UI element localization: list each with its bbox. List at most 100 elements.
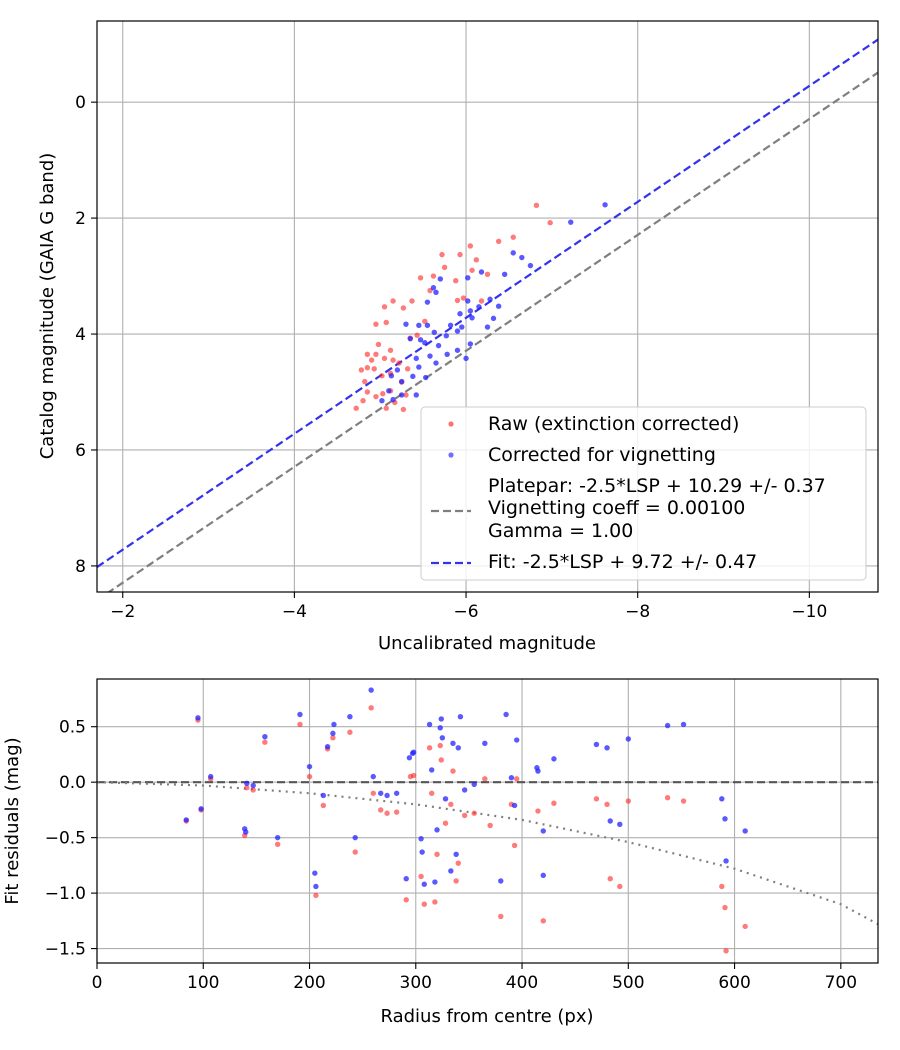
corrected-point xyxy=(262,733,268,740)
raw-point xyxy=(373,321,379,327)
corrected-point xyxy=(410,749,417,755)
corrected-point xyxy=(604,745,610,751)
corrected-point xyxy=(453,851,459,857)
y-tick-label: 2 xyxy=(75,209,86,229)
corrected-point xyxy=(410,373,416,380)
corrected-point xyxy=(437,276,443,282)
corrected-point xyxy=(617,821,623,828)
corrected-point xyxy=(540,828,546,834)
corrected-point xyxy=(450,740,456,747)
raw-point xyxy=(680,798,687,804)
raw-point xyxy=(551,800,557,806)
corrected-point xyxy=(352,834,358,841)
y-tick-label: 6 xyxy=(75,441,86,461)
corrected-point xyxy=(424,322,431,329)
raw-point xyxy=(274,841,281,847)
corrected-point xyxy=(324,743,331,750)
corrected-point xyxy=(568,219,574,225)
raw-point xyxy=(421,901,427,907)
legend-platepar-label-3: Gamma = 1.00 xyxy=(488,520,633,542)
corrected-point xyxy=(465,298,471,304)
raw-point xyxy=(306,773,313,780)
y-tick-label: 0.5 xyxy=(59,718,86,738)
corrected-point xyxy=(463,355,469,362)
raw-point xyxy=(473,257,480,263)
corrected-point xyxy=(501,271,508,278)
corrected-point xyxy=(433,360,439,366)
raw-point xyxy=(593,796,600,802)
raw-point xyxy=(460,295,467,301)
corrected-point xyxy=(723,858,729,864)
raw-point xyxy=(742,923,748,930)
corrected-point xyxy=(368,687,374,693)
corrected-point xyxy=(607,818,613,824)
raw-point xyxy=(664,795,671,801)
corrected-point xyxy=(413,355,419,362)
corrected-point xyxy=(719,796,725,802)
raw-point xyxy=(380,391,386,397)
corrected-point xyxy=(330,730,336,737)
corrected-point xyxy=(394,367,401,373)
x-tick-label: −10 xyxy=(791,602,827,622)
corrected-point xyxy=(313,883,319,890)
bottom-reference-lines xyxy=(97,781,878,926)
raw-point xyxy=(403,897,409,903)
raw-point xyxy=(432,899,438,905)
raw-point xyxy=(390,357,396,363)
corrected-point xyxy=(467,341,474,347)
corrected-point xyxy=(443,333,450,339)
raw-point xyxy=(418,873,424,880)
raw-point xyxy=(400,305,407,311)
x-tick-label: 500 xyxy=(612,973,644,993)
corrected-point xyxy=(384,792,390,799)
corrected-point xyxy=(478,269,485,275)
x-tick-label: 400 xyxy=(506,973,538,993)
corrected-point xyxy=(388,373,395,379)
raw-point xyxy=(379,373,385,379)
corrected-point xyxy=(602,202,608,208)
bottom-ticks: 0 100 200 300 400 500 600 700 0.5 0.0 −0.5 −1.0 −1.5 xyxy=(45,718,857,993)
raw-point xyxy=(393,809,400,815)
corrected-point xyxy=(476,304,482,310)
raw-point xyxy=(482,776,488,782)
raw-point xyxy=(387,347,394,353)
legend-box xyxy=(420,406,867,581)
corrected-point xyxy=(435,342,442,349)
top-axes-frame xyxy=(96,20,879,593)
raw-point xyxy=(478,298,485,304)
corrected-point xyxy=(426,721,433,728)
corrected-point xyxy=(378,790,384,796)
raw-point xyxy=(396,360,402,366)
corrected-point xyxy=(430,284,437,291)
bottom-axes-frame xyxy=(96,678,879,964)
raw-point xyxy=(330,735,336,741)
corrected-point xyxy=(459,324,465,330)
corrected-point xyxy=(422,340,428,346)
raw-point xyxy=(390,298,396,304)
raw-point xyxy=(313,892,319,899)
y-tick-label: 0.0 xyxy=(59,773,86,793)
raw-point xyxy=(535,808,541,814)
corrected-point xyxy=(454,347,461,353)
corrected-point xyxy=(471,781,477,788)
corrected-point xyxy=(625,736,631,742)
raw-point xyxy=(383,405,389,411)
corrected-point xyxy=(419,849,425,855)
bottom-y-axis-label: Fit residuals (mag) xyxy=(2,737,23,904)
bottom-scatter-points xyxy=(183,687,748,954)
corrected-point xyxy=(510,250,516,256)
x-tick-label: −6 xyxy=(454,602,479,622)
corrected-point xyxy=(406,755,413,761)
raw-point xyxy=(414,332,420,338)
y-tick-label: −1.5 xyxy=(45,940,86,960)
raw-point xyxy=(722,904,728,911)
corrected-point xyxy=(457,311,463,317)
raw-point xyxy=(373,393,379,400)
raw-point xyxy=(429,790,435,796)
corrected-point xyxy=(742,828,748,834)
top-ticks: −2 −4 −6 −8 −10 0 2 4 6 8 xyxy=(75,93,827,622)
corrected-point xyxy=(527,262,534,269)
raw-point xyxy=(353,405,359,411)
